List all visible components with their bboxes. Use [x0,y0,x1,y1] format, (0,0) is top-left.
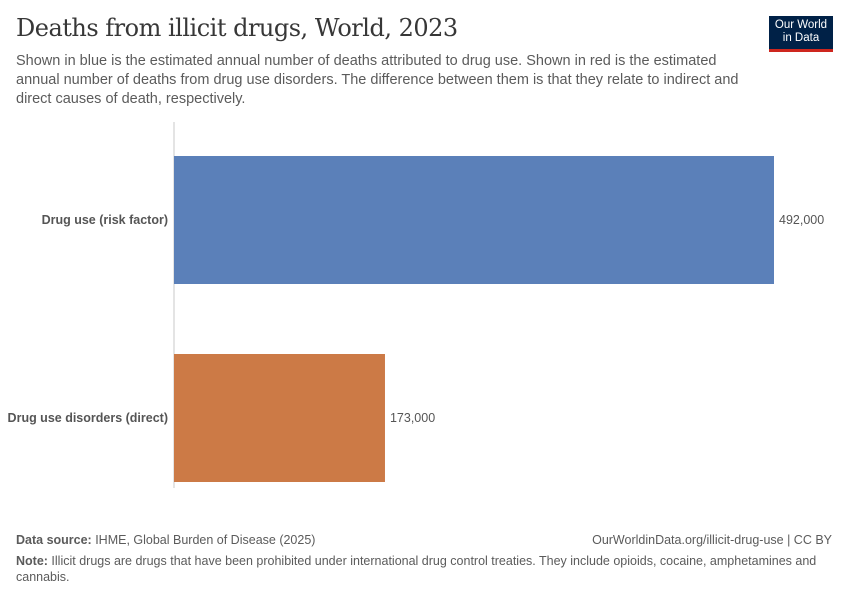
chart-title: Deaths from illicit drugs, World, 2023 [16,14,458,42]
source-text: IHME, Global Burden of Disease (2025) [91,533,316,547]
data-label: 492,000 [779,213,824,227]
logo-line-2: in Data [782,32,820,44]
bar[interactable] [174,156,774,284]
bar[interactable] [174,354,385,482]
note: Note: Illicit drugs are drugs that have … [16,553,826,585]
note-text: Illicit drugs are drugs that have been p… [16,554,817,584]
logo-line-1: Our World [774,19,828,31]
data-label: 173,000 [390,411,435,425]
note-label: Note: [16,554,48,568]
data-source: Data source: IHME, Global Burden of Dise… [16,533,315,547]
source-label: Data source: [16,533,92,547]
owid-logo[interactable]: Our World in Data [769,16,833,52]
source-url-link[interactable]: OurWorldinData.org/illicit-drug-use | CC… [592,533,832,547]
category-label: Drug use disorders (direct) [8,411,168,425]
category-label: Drug use (risk factor) [42,213,168,227]
chart-subtitle: Shown in blue is the estimated annual nu… [16,53,739,107]
